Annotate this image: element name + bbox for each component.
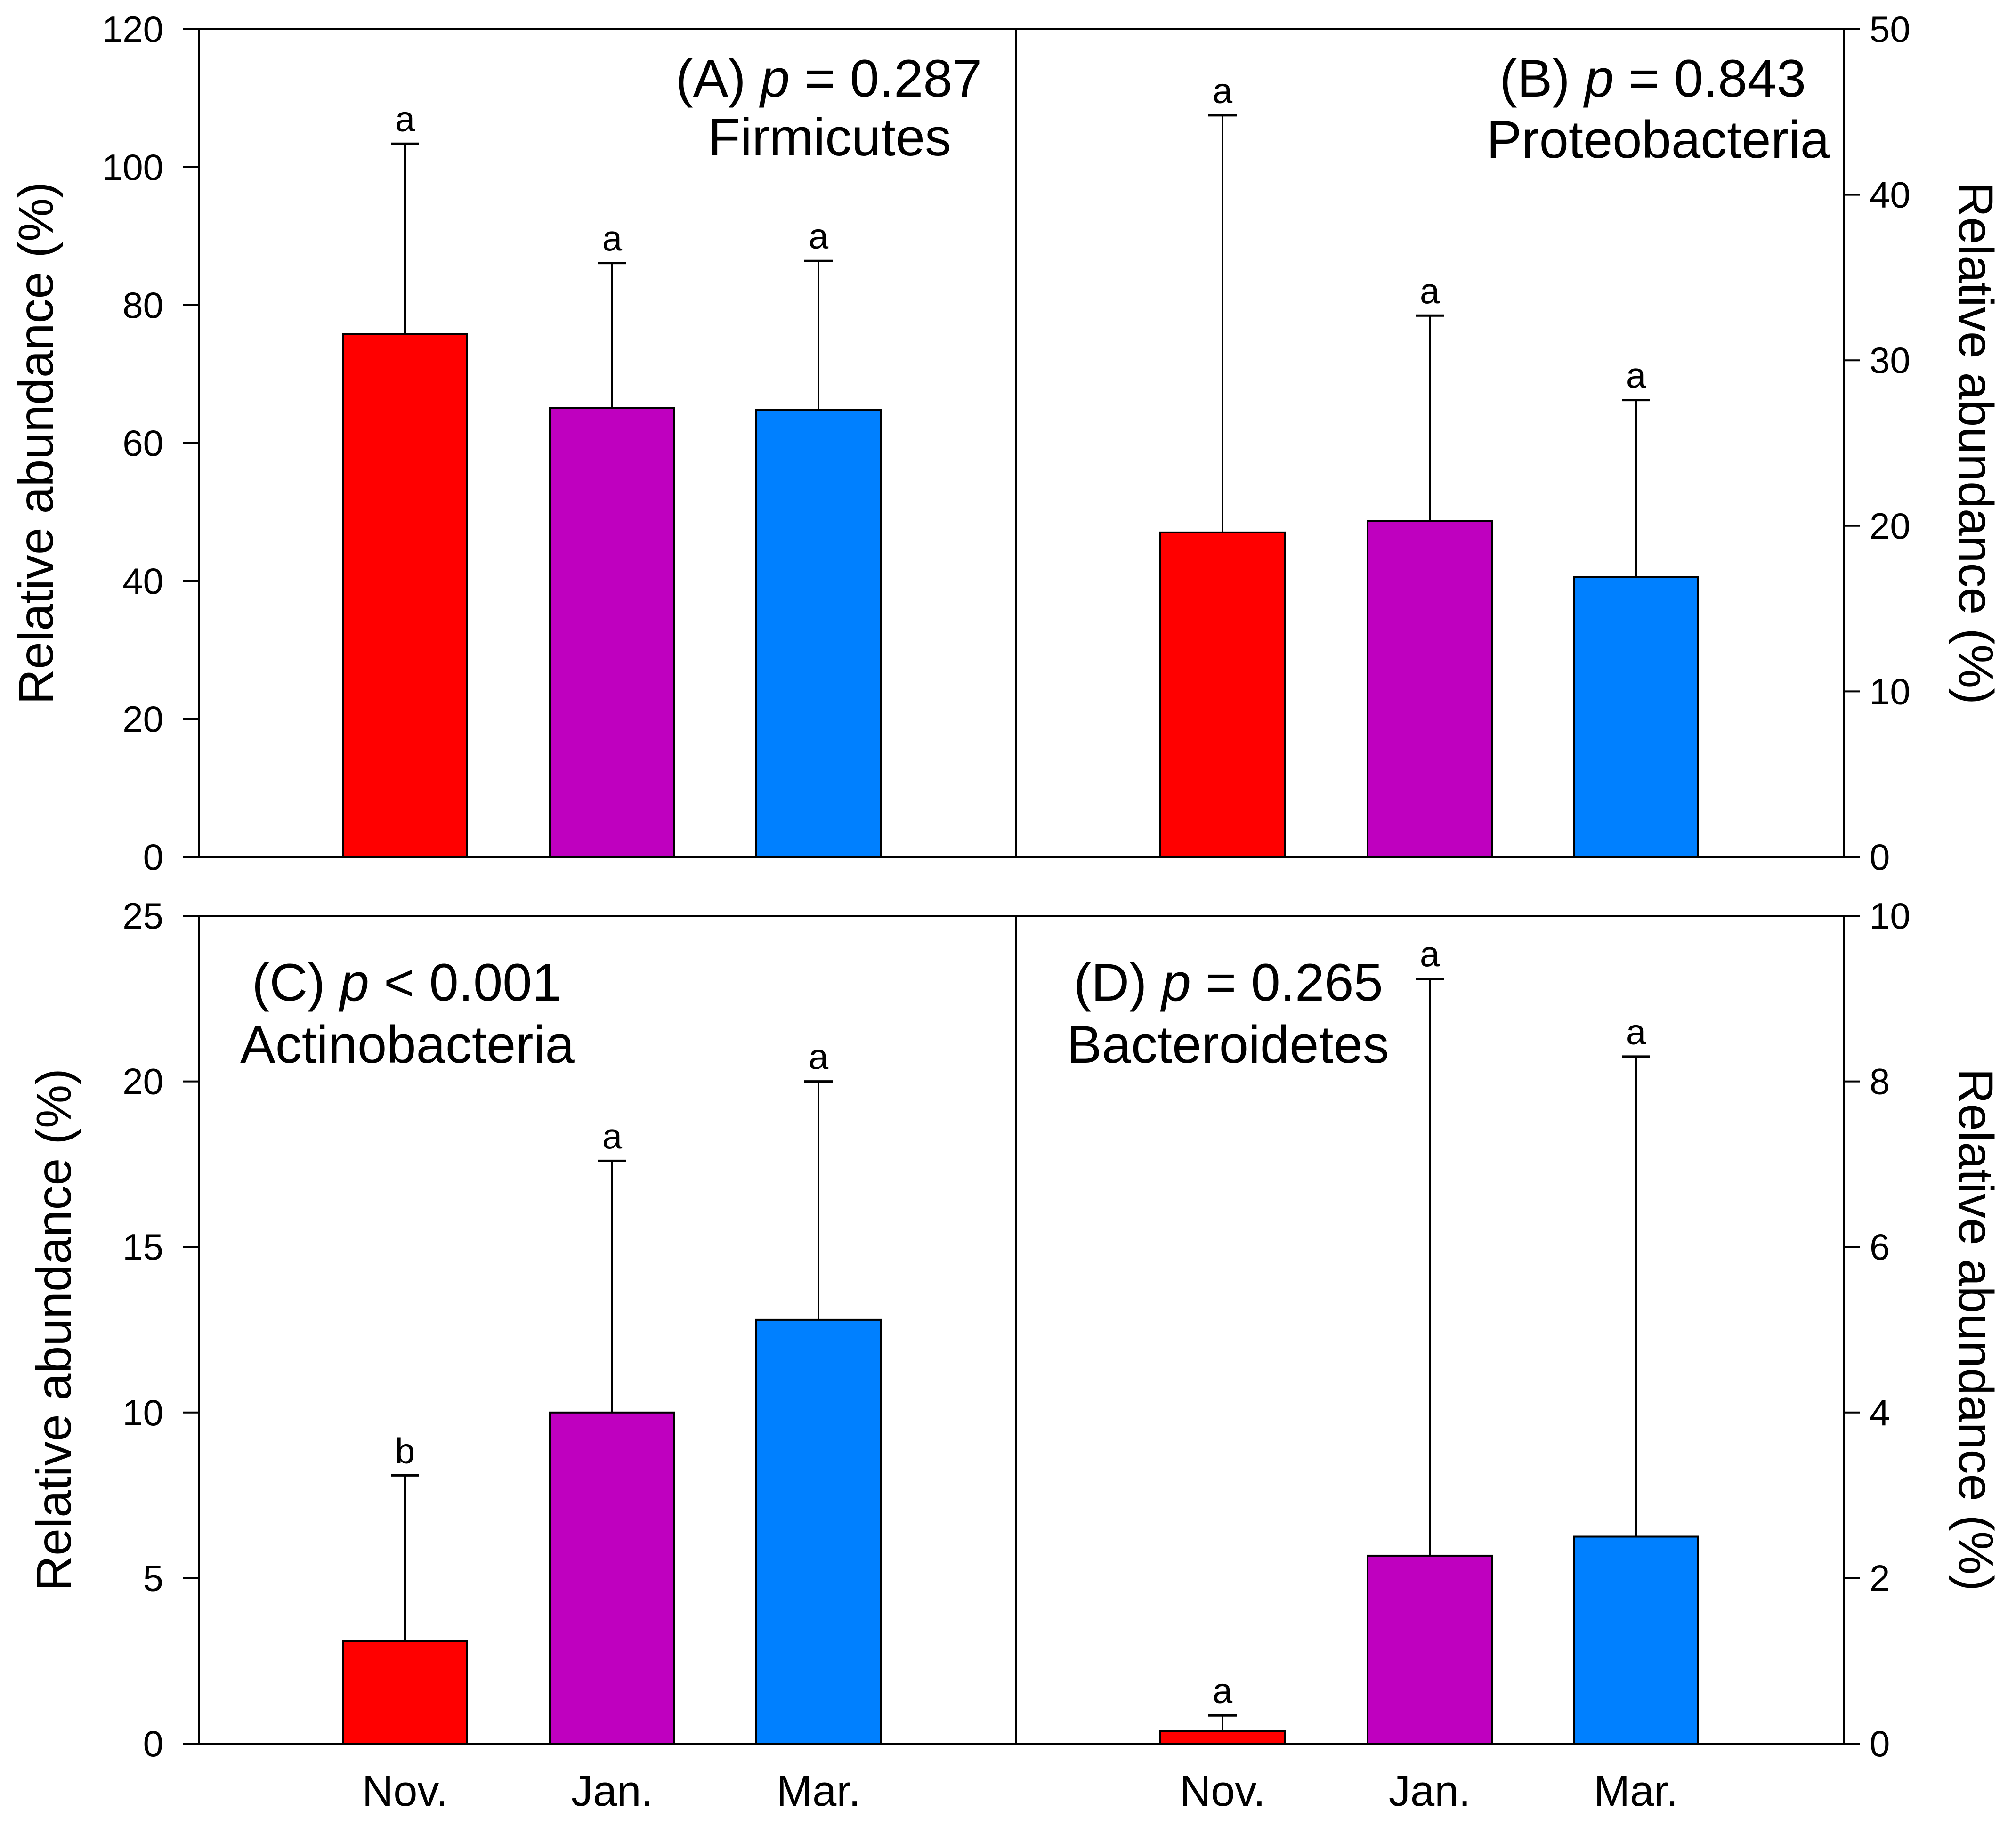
y-tick-label: 40: [1870, 174, 1911, 216]
panel-title: (A) p = 0.287: [675, 49, 982, 108]
y-tick-label: 20: [1870, 505, 1911, 547]
y-tick-label: 10: [1870, 671, 1911, 712]
y-tick-label: 10: [122, 1392, 163, 1433]
bar-a-mar: [755, 409, 882, 858]
x-tick-label: Nov.: [1180, 1767, 1265, 1815]
taxon-label: Bacteroidetes: [1067, 1015, 1389, 1074]
y-axis-label: Relative abundance (%): [27, 1068, 81, 1591]
significance-letter: a: [809, 1037, 829, 1077]
significance-letter: a: [602, 1116, 623, 1156]
significance-letter: a: [1420, 935, 1440, 975]
y-tick-label: 60: [122, 422, 163, 464]
panel-title: (C) p < 0.001: [252, 953, 561, 1012]
bar-d-nov: [1159, 1730, 1286, 1745]
taxon-label: Actinobacteria: [240, 1015, 575, 1074]
taxon-label: Proteobacteria: [1487, 110, 1830, 169]
significance-letter: a: [1420, 271, 1440, 311]
y-tick-label: 80: [122, 284, 163, 326]
x-tick-label: Jan.: [1389, 1767, 1471, 1815]
y-tick-label: 4: [1870, 1392, 1890, 1433]
significance-letter: a: [1213, 71, 1233, 111]
panel-a: a a a 0 20 40 60 80 100 120 Relative abundance (%)…: [9, 8, 982, 878]
x-tick-label: Nov.: [362, 1767, 448, 1815]
x-tick-label: Jan.: [571, 1767, 653, 1815]
y-tick-label: 20: [122, 1061, 163, 1102]
y-tick-label: 15: [122, 1226, 163, 1268]
axes-frame: [198, 28, 1845, 1745]
y-tick-label: 6: [1870, 1226, 1890, 1268]
x-tick-label: Mar.: [777, 1767, 861, 1815]
y-tick-label: 50: [1870, 8, 1911, 50]
x-tick-label: Mar.: [1594, 1767, 1678, 1815]
y-tick-label: 0: [1870, 1723, 1890, 1764]
bar-c-nov: [342, 1640, 468, 1745]
panel-title: (D) p = 0.265: [1074, 953, 1383, 1012]
y-tick-label: 0: [1870, 836, 1890, 878]
y-tick-label: 8: [1870, 1061, 1890, 1102]
panel-title: (B) p = 0.843: [1499, 49, 1806, 108]
bar-a-nov: [342, 333, 468, 858]
y-tick-label: 2: [1870, 1557, 1890, 1599]
significance-letter: a: [1213, 1671, 1233, 1711]
bar-c-mar: [755, 1318, 882, 1745]
bar-b-nov: [1159, 531, 1286, 858]
y-tick-label: 0: [143, 1723, 163, 1764]
significance-letter: a: [395, 99, 415, 139]
bar-d-mar: [1573, 1535, 1699, 1745]
y-tick-label: 25: [122, 895, 163, 937]
significance-letter: b: [395, 1431, 415, 1471]
significance-letter: a: [809, 217, 829, 257]
significance-letter: a: [602, 219, 623, 259]
y-axis-label: Relative abundance (%): [9, 182, 64, 704]
panel-c: b a a 0 5 10 15 20 25 Relative abundance (%) (C) p…: [27, 895, 882, 1815]
y-tick-label: 100: [102, 146, 163, 188]
bar-d-jan: [1367, 1554, 1493, 1745]
y-axis-label: Relative abundance (%): [1948, 182, 2003, 704]
significance-letter: a: [1626, 356, 1646, 396]
y-tick-label: 30: [1870, 339, 1911, 381]
bar-a-jan: [549, 407, 675, 858]
y-tick-label: 40: [122, 560, 163, 602]
panel-d: a a a 0 2 4 6 8 10 Relative abundance (%) (D) p = …: [1067, 895, 2003, 1815]
y-tick-label: 0: [143, 836, 163, 878]
y-tick-label: 5: [143, 1557, 163, 1599]
taxon-label: Firmicutes: [708, 108, 951, 167]
bar-b-mar: [1573, 576, 1699, 858]
bar-b-jan: [1367, 520, 1493, 858]
y-tick-label: 120: [102, 8, 163, 50]
y-axis-label: Relative abundance (%): [1948, 1068, 2003, 1591]
significance-letter: a: [1626, 1012, 1646, 1052]
y-tick-label: 20: [122, 698, 163, 740]
panel-b: a a a 0 10 20 30 40 50 Relative abundance (%) (B) …: [1159, 8, 2003, 878]
bar-c-jan: [549, 1411, 675, 1745]
y-tick-label: 10: [1870, 895, 1911, 937]
